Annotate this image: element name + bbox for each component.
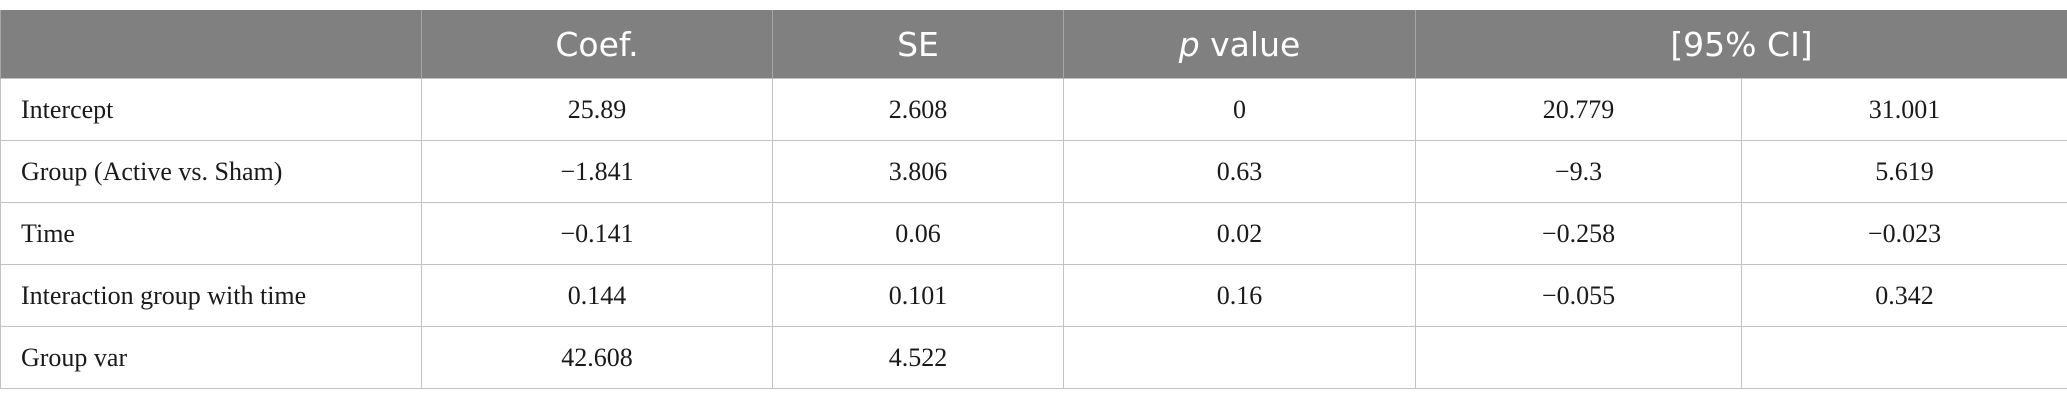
regression-table: Coef. SE p value [95% CI] Intercept 25.8… — [0, 10, 2067, 389]
row-label: Interaction group with time — [0, 264, 422, 327]
row-label: Intercept — [0, 78, 422, 141]
cell-se: 2.608 — [772, 78, 1064, 141]
header-blank — [0, 10, 422, 79]
cell-coef: 42.608 — [421, 326, 773, 389]
table-row: Group var 42.608 4.522 — [0, 326, 2067, 389]
cell-ci-low — [1415, 326, 1742, 389]
cell-coef: −0.141 — [421, 202, 773, 265]
row-label: Group var — [0, 326, 422, 389]
cell-coef: −1.841 — [421, 140, 773, 203]
cell-ci-low: −9.3 — [1415, 140, 1742, 203]
cell-se: 0.101 — [772, 264, 1064, 327]
cell-p: 0 — [1063, 78, 1416, 141]
cell-se: 4.522 — [772, 326, 1064, 389]
cell-se: 0.06 — [772, 202, 1064, 265]
header-coef: Coef. — [421, 10, 773, 79]
cell-ci-high: 31.001 — [1741, 78, 2067, 141]
row-label: Time — [0, 202, 422, 265]
cell-p — [1063, 326, 1416, 389]
cell-ci-high: 0.342 — [1741, 264, 2067, 327]
cell-p: 0.16 — [1063, 264, 1416, 327]
cell-ci-high — [1741, 326, 2067, 389]
header-p-value: p value — [1063, 10, 1416, 79]
table-row: Interaction group with time 0.144 0.101 … — [0, 264, 2067, 327]
cell-ci-low: −0.258 — [1415, 202, 1742, 265]
header-se: SE — [772, 10, 1064, 79]
table-row: Time −0.141 0.06 0.02 −0.258 −0.023 — [0, 202, 2067, 265]
cell-se: 3.806 — [772, 140, 1064, 203]
cell-ci-low: 20.779 — [1415, 78, 1742, 141]
header-p-rest: value — [1199, 24, 1301, 64]
header-ci: [95% CI] — [1415, 10, 2067, 79]
cell-p: 0.63 — [1063, 140, 1416, 203]
row-label: Group (Active vs. Sham) — [0, 140, 422, 203]
cell-p: 0.02 — [1063, 202, 1416, 265]
cell-ci-low: −0.055 — [1415, 264, 1742, 327]
cell-coef: 25.89 — [421, 78, 773, 141]
cell-ci-high: 5.619 — [1741, 140, 2067, 203]
header-p-italic: p — [1178, 24, 1200, 64]
cell-coef: 0.144 — [421, 264, 773, 327]
header-row: Coef. SE p value [95% CI] — [0, 10, 2067, 79]
table-row: Intercept 25.89 2.608 0 20.779 31.001 — [0, 78, 2067, 141]
regression-table-container: Coef. SE p value [95% CI] Intercept 25.8… — [0, 10, 2067, 389]
table-row: Group (Active vs. Sham) −1.841 3.806 0.6… — [0, 140, 2067, 203]
cell-ci-high: −0.023 — [1741, 202, 2067, 265]
